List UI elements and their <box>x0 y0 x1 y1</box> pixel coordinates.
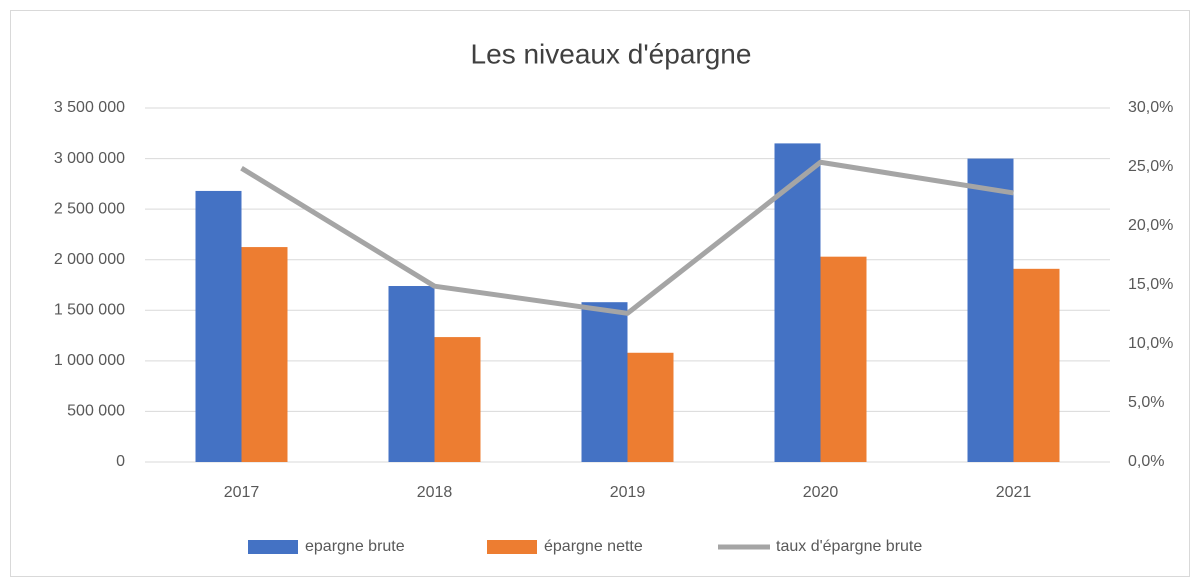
y2-tick-label: 30,0% <box>1128 99 1173 116</box>
bar <box>388 286 435 462</box>
bar <box>1013 268 1060 462</box>
y2-tick-label: 10,0% <box>1128 335 1173 352</box>
x-tick-label: 2020 <box>803 484 839 501</box>
bar <box>434 337 481 462</box>
x-tick-label: 2021 <box>996 484 1032 501</box>
y2-tick-label: 5,0% <box>1128 394 1164 411</box>
y-tick-label: 2 000 000 <box>54 251 125 268</box>
y-tick-label: 2 500 000 <box>54 200 125 217</box>
bar <box>820 256 867 462</box>
legend-swatch <box>487 540 537 554</box>
y-tick-label: 0 <box>116 453 125 470</box>
y-tick-label: 3 000 000 <box>54 150 125 167</box>
x-tick-label: 2018 <box>417 484 453 501</box>
bar <box>581 302 628 462</box>
y-tick-label: 3 500 000 <box>54 99 125 116</box>
legend-label: epargne brute <box>305 538 405 555</box>
y2-tick-label: 0,0% <box>1128 453 1164 470</box>
bar <box>627 352 674 462</box>
x-tick-label: 2017 <box>224 484 260 501</box>
legend-swatch <box>248 540 298 554</box>
bar <box>967 158 1014 463</box>
bar <box>241 247 288 462</box>
y-tick-label: 500 000 <box>67 403 125 420</box>
chart-title: Les niveaux d'épargne <box>471 38 752 69</box>
y2-tick-label: 25,0% <box>1128 158 1173 175</box>
legend-label: taux d'épargne brute <box>776 538 922 555</box>
legend-label: épargne nette <box>544 538 643 555</box>
bar <box>195 190 242 463</box>
bar <box>774 143 821 462</box>
x-tick-label: 2019 <box>610 484 646 501</box>
y2-tick-label: 20,0% <box>1128 217 1173 234</box>
y2-tick-label: 15,0% <box>1128 276 1173 293</box>
y-tick-label: 1 000 000 <box>54 352 125 369</box>
line <box>240 159 1014 316</box>
y-tick-label: 1 500 000 <box>54 302 125 319</box>
